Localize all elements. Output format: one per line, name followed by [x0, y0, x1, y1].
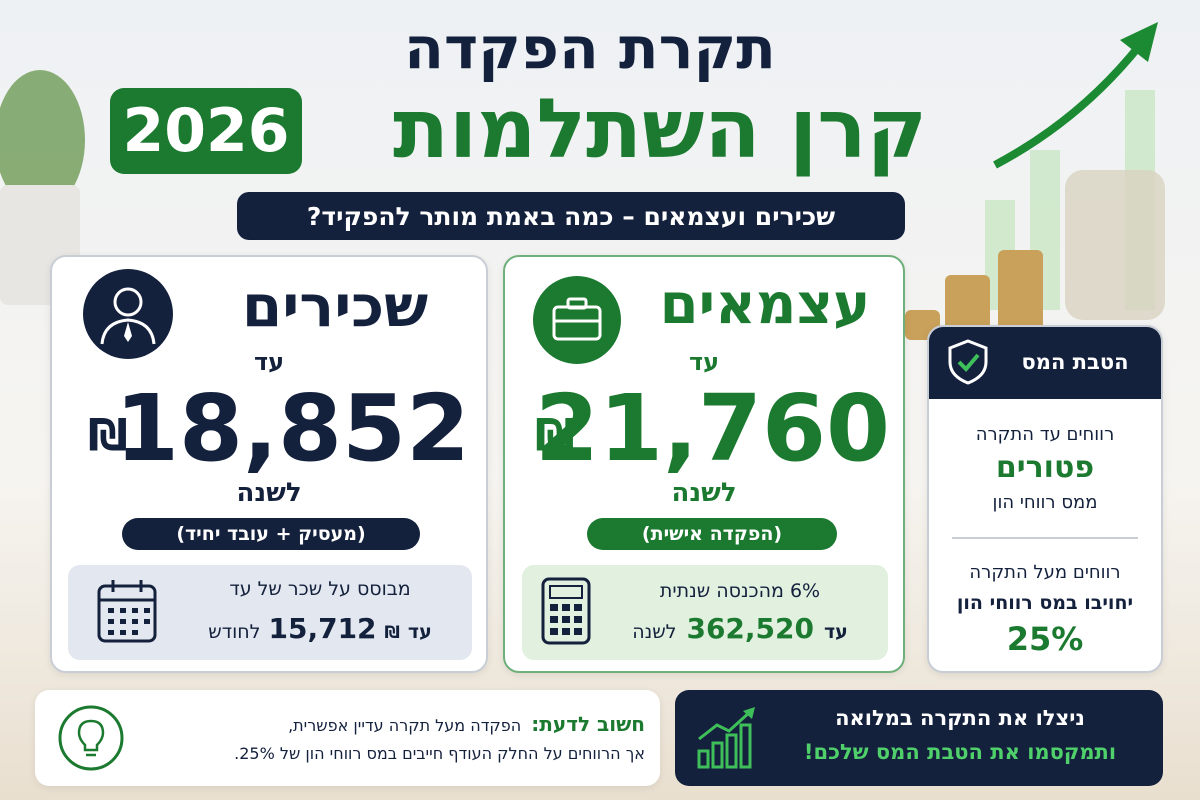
important-text: אך הרווחים על החלק העודף חייבים במס רווח… — [234, 744, 645, 763]
income-prefix: עד — [824, 621, 848, 643]
growth-icon — [697, 707, 755, 769]
important-text: הפקדה מעל תקרה עדיין אפשרית, — [288, 716, 522, 735]
tax-line: רווחים עד התקרה — [975, 424, 1115, 445]
salary-line: עד ₪ 15,712 לחודש — [180, 612, 460, 645]
basis-line: מבוסס על שכר של עד — [229, 578, 411, 600]
title-line2: קרן השתלמות — [392, 82, 928, 177]
salary-prefix: עד — [407, 621, 432, 643]
cta-box — [675, 690, 1163, 786]
up-to: עד — [688, 348, 720, 376]
tax-highlight: פטורים — [995, 450, 1095, 485]
bulb-icon — [58, 705, 124, 771]
note: (הפקדה אישית) — [587, 518, 837, 550]
salary-currency: ₪ — [384, 623, 400, 643]
up-to: עד — [253, 348, 285, 376]
calendar-icon — [97, 580, 157, 643]
cta-line: ותמקסמו את הטבת המס שלכם! — [803, 740, 1117, 764]
divider — [952, 537, 1138, 539]
currency: ₪ — [88, 410, 128, 461]
tax-title: הטבת המס — [1021, 350, 1129, 374]
tax-line: ממס רווחי הון — [992, 492, 1098, 513]
important-label: חשוב לדעת: — [531, 712, 645, 736]
important-row: חשוב לדעת: הפקדה מעל תקרה עדיין אפשרית, — [140, 712, 645, 736]
year-badge: 2026 — [110, 88, 302, 174]
calculator-icon — [541, 577, 591, 645]
per-year: לשנה — [236, 478, 302, 508]
tax-line: יחויבו במס רווחי הון — [956, 592, 1134, 614]
income-suffix: לשנה — [632, 621, 677, 643]
employees-title: שכירים — [241, 272, 429, 340]
cta-line: ניצלו את התקרה במלואה — [835, 706, 1085, 730]
shield-icon — [948, 339, 988, 385]
employee-icon — [83, 269, 173, 359]
amount: 21,760 — [534, 375, 890, 482]
title-line1: תקרת הפקדה — [404, 14, 776, 82]
tax-header — [929, 327, 1161, 399]
important-box — [35, 690, 660, 786]
per-year: לשנה — [671, 478, 737, 508]
currency: ₪ — [535, 410, 575, 461]
briefcase-icon — [533, 276, 621, 364]
self-employed-title: עצמאים — [659, 272, 871, 337]
tax-rate: 25% — [1006, 620, 1084, 658]
tax-line: רווחים מעל התקרה — [969, 562, 1121, 583]
income-line: עד 362,520 לשנה — [610, 612, 870, 645]
subtitle: שכירים ועצמאים – כמה באמת מותר להפקיד? — [237, 192, 905, 240]
amount: 18,852 — [114, 375, 470, 482]
basis-line: 6% מהכנסה שנתית — [659, 580, 821, 602]
income-amount: 362,520 — [686, 612, 814, 645]
note: (מעסיק + עובד יחיד) — [122, 518, 420, 550]
salary-amount: 15,712 — [268, 612, 377, 645]
salary-suffix: לחודש — [208, 621, 261, 643]
